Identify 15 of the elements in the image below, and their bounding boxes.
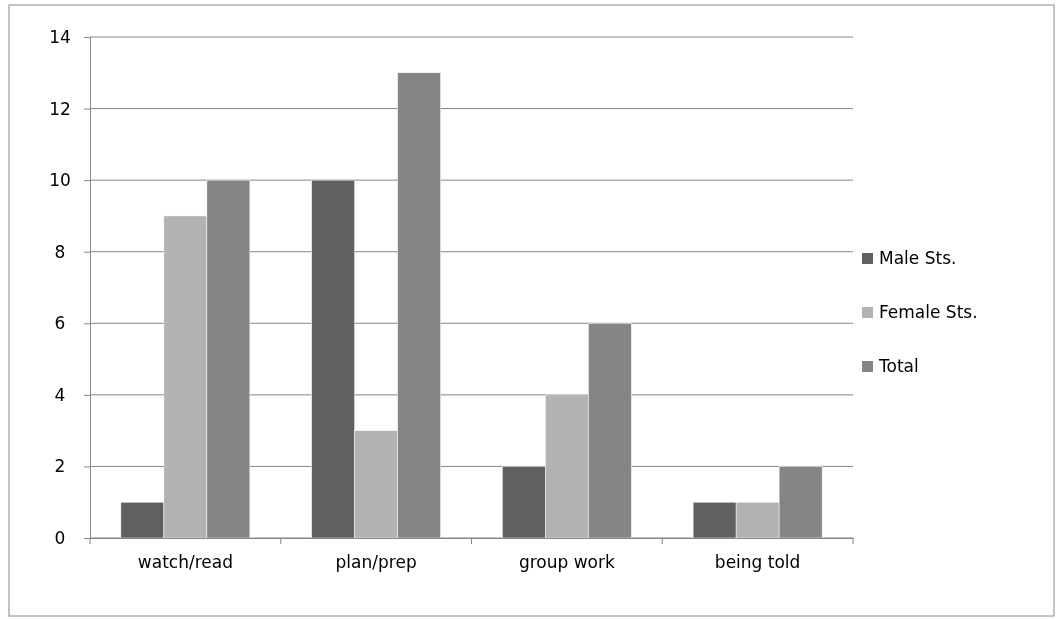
x-tick-label: being told: [714, 552, 801, 573]
x-tick-label: watch/read: [137, 552, 233, 573]
y-tick-label: 8: [54, 241, 66, 262]
y-tick-label: 4: [54, 384, 66, 405]
y-tick-label: 2: [54, 456, 66, 477]
legend-label: Male Sts.: [879, 248, 957, 268]
legend-label: Female Sts.: [879, 302, 978, 322]
x-tick-label: group work: [518, 552, 615, 573]
legend-label: Total: [878, 356, 919, 376]
y-tick-label: 14: [49, 26, 71, 47]
y-tick-label: 6: [54, 313, 66, 334]
y-tick-label: 0: [54, 527, 66, 548]
x-tick-label: plan/prep: [335, 552, 417, 573]
y-tick-label: 12: [49, 98, 71, 119]
y-tick-label: 10: [49, 170, 71, 191]
